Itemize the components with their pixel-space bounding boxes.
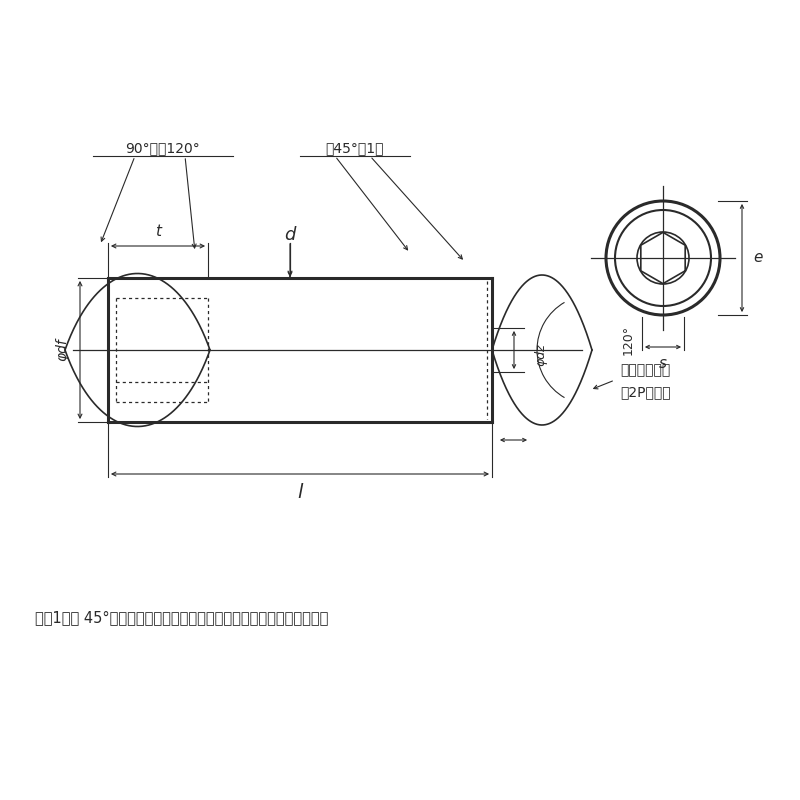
- Text: t: t: [155, 225, 161, 239]
- Text: 120°: 120°: [622, 325, 635, 355]
- Text: 90°又は120°: 90°又は120°: [126, 141, 200, 155]
- Text: 絀45°（1）: 絀45°（1）: [326, 141, 384, 155]
- Text: （2P以下）: （2P以下）: [620, 385, 670, 399]
- Text: s: s: [659, 355, 667, 370]
- Text: φdf: φdf: [55, 338, 69, 362]
- Text: 不完全ねじ部: 不完全ねじ部: [620, 363, 670, 377]
- Text: 注（1）　 45°の角度は、おねじの谷の径より下の傾斡部に適用する。: 注（1） 45°の角度は、おねじの谷の径より下の傾斡部に適用する。: [35, 610, 328, 626]
- Text: d: d: [284, 226, 296, 244]
- Text: e: e: [754, 250, 762, 266]
- Text: φdz: φdz: [534, 344, 547, 366]
- Text: l: l: [298, 482, 302, 502]
